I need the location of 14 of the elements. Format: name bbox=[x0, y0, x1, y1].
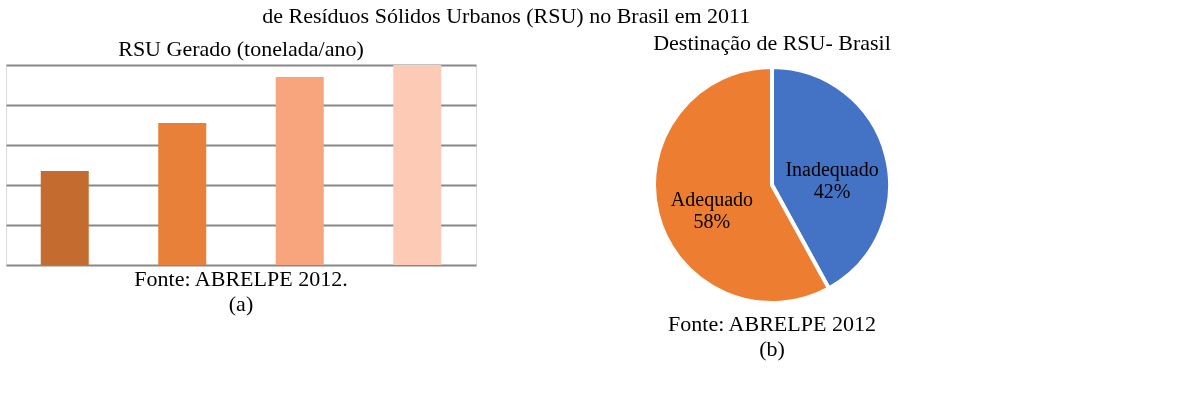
bar bbox=[393, 65, 442, 265]
slice-label: Adequado bbox=[670, 188, 754, 212]
text: de Resíduos Sólidos Urbanos (RSU) no Brasil em 2011 bbox=[262, 3, 751, 28]
text: (a) bbox=[228, 290, 254, 316]
bar bbox=[158, 123, 207, 265]
source-note: Fonte: ABRELPE 2012. bbox=[134, 265, 348, 291]
bar bbox=[275, 77, 324, 265]
chart-title: RSU Gerado (tonelada/ano) bbox=[118, 36, 364, 61]
slice-label: Inadequado bbox=[785, 157, 879, 181]
data-label: 58% bbox=[693, 210, 731, 233]
chart-title: Destinação de RSU- Brasil bbox=[653, 30, 891, 55]
source-note: Fonte: ABRELPE 2012 bbox=[668, 310, 876, 336]
bar bbox=[40, 171, 89, 265]
text: (b) bbox=[759, 335, 785, 361]
